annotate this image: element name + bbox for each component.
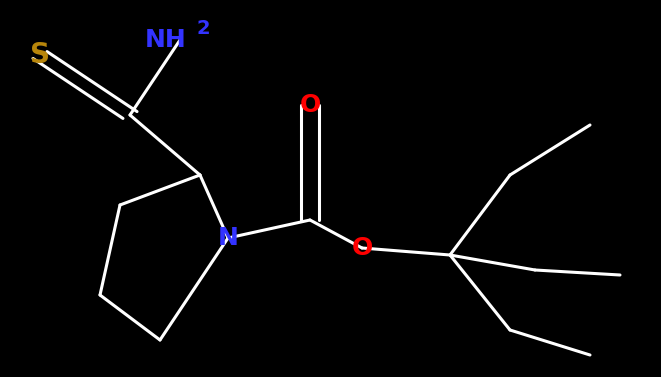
- Text: O: O: [352, 236, 373, 260]
- Text: NH: NH: [145, 28, 186, 52]
- Text: S: S: [30, 41, 50, 69]
- Text: 2: 2: [196, 19, 210, 38]
- Text: O: O: [299, 93, 321, 117]
- Text: N: N: [217, 226, 239, 250]
